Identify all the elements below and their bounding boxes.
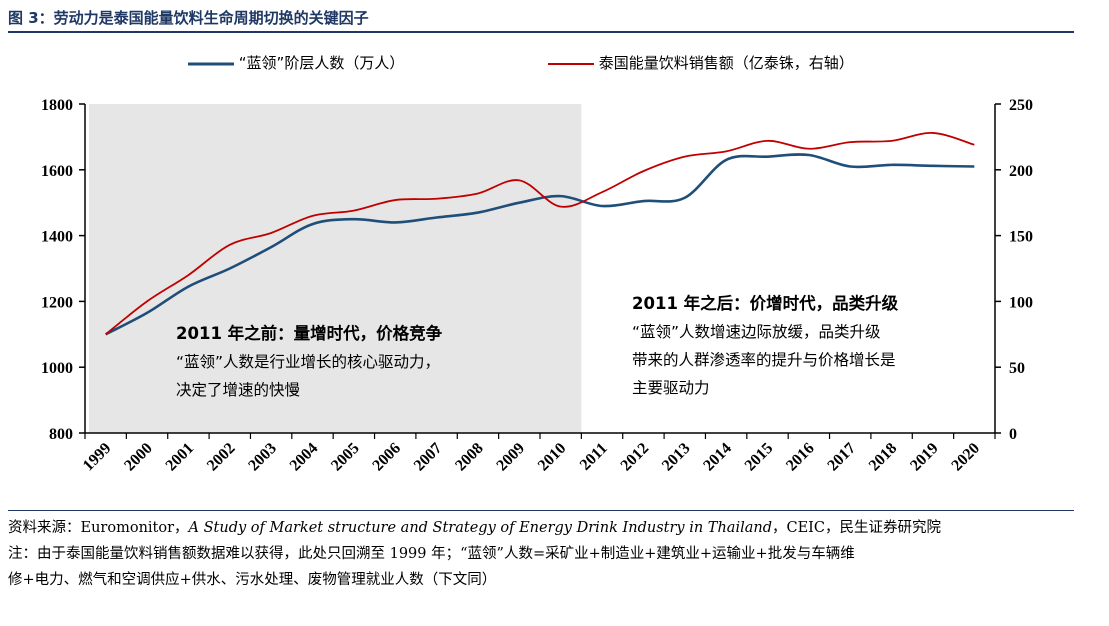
x-tick-label: 2014 xyxy=(700,440,735,475)
x-tick-label: 2015 xyxy=(742,440,777,475)
shaded-region-pre-2011 xyxy=(89,104,582,433)
y-left-tick-label: 800 xyxy=(49,426,73,443)
note-line-2: 修+电力、燃气和空调供应+供水、污水处理、废物管理就业人数（下文同） xyxy=(8,572,497,588)
figure-title: 图 3：劳动力是泰国能量饮料生命周期切换的关键因子 xyxy=(8,9,369,27)
y-right-tick-label: 0 xyxy=(1009,426,1017,443)
annotation-post-2011-line2: 带来的人群渗透率的提升与价格增长是 xyxy=(632,351,896,369)
y-right-tick-label: 100 xyxy=(1009,294,1033,311)
y-left-tick-label: 1200 xyxy=(41,294,73,311)
x-tick-label: 2011 xyxy=(577,440,611,474)
x-tick-label: 1999 xyxy=(80,440,115,475)
legend-label-sales: 泰国能量饮料销售额（亿泰铢，右轴） xyxy=(598,54,854,72)
y-left-tick-label: 1600 xyxy=(41,163,73,180)
x-tick-label: 2018 xyxy=(866,440,901,475)
y-left-tick-label: 1800 xyxy=(41,97,73,114)
x-tick-label: 2019 xyxy=(907,440,942,475)
x-tick-label: 2012 xyxy=(618,440,653,475)
annotation-post-2011-line3: 主要驱动力 xyxy=(632,379,710,397)
notes-rule xyxy=(8,510,1074,511)
x-tick-label: 2001 xyxy=(163,440,198,475)
y-right-tick-label: 250 xyxy=(1009,97,1033,114)
source-prefix: 资料来源：Euromonitor， xyxy=(8,520,189,536)
x-tick-label: 2009 xyxy=(493,440,528,475)
annotation-pre-2011: 2011 年之前：量增时代，价格竞争 “蓝领”人数是行业增长的核心驱动力， 决定… xyxy=(176,320,442,404)
y-right-tick-label: 150 xyxy=(1009,229,1033,246)
annotation-pre-2011-title: 2011 年之前：量增时代，价格竞争 xyxy=(176,324,443,343)
source-line: 资料来源：Euromonitor，A Study of Market struc… xyxy=(8,515,1088,541)
y-left-tick-label: 1000 xyxy=(41,360,73,377)
x-tick-label: 2000 xyxy=(121,440,156,475)
legend-line-red xyxy=(548,62,594,65)
annotation-pre-2011-line1: “蓝领”人数是行业增长的核心驱动力， xyxy=(176,353,441,371)
y-right-tick-label: 50 xyxy=(1009,360,1025,377)
x-tick-label: 2013 xyxy=(659,440,694,475)
x-tick-label: 2002 xyxy=(204,440,239,475)
legend-label-blue-collar: “蓝领”阶层人数（万人） xyxy=(238,54,405,72)
title-rule xyxy=(8,31,1074,33)
legend-line-blue xyxy=(188,62,234,65)
legend-item-blue-collar: “蓝领”阶层人数（万人） xyxy=(188,52,404,73)
series-line-blue-collar xyxy=(105,153,975,336)
x-tick-label: 2016 xyxy=(783,440,818,475)
note-line-1: 注：由于泰国能量饮料销售额数据难以获得，此处只回溯至 1999 年；“蓝领”人数… xyxy=(8,546,855,562)
legend-item-sales: 泰国能量饮料销售额（亿泰铢，右轴） xyxy=(548,52,854,73)
x-tick-label: 2007 xyxy=(411,440,446,475)
x-tick-label: 2003 xyxy=(245,440,280,475)
annotation-pre-2011-line2: 决定了增速的快慢 xyxy=(176,381,301,399)
annotation-post-2011-title: 2011 年之后：价增时代，品类升级 xyxy=(632,294,899,313)
source-suffix: ，CEIC，民生证券研究院 xyxy=(772,520,942,536)
y-right-tick-label: 200 xyxy=(1009,163,1033,180)
annotation-post-2011-line1: “蓝领”人数增速边际放缓，品类升级 xyxy=(632,323,881,341)
x-tick-label: 2006 xyxy=(369,440,404,475)
figure-notes: 资料来源：Euromonitor，A Study of Market struc… xyxy=(8,515,1088,593)
x-tick-label: 2008 xyxy=(452,440,487,475)
series-line-sales xyxy=(105,132,975,336)
x-tick-label: 2004 xyxy=(287,440,322,475)
x-tick-label: 2010 xyxy=(535,440,570,475)
x-tick-label: 2017 xyxy=(824,440,859,475)
source-title: A Study of Market structure and Strategy… xyxy=(188,520,772,536)
y-left-tick-label: 1400 xyxy=(41,229,73,246)
x-tick-label: 2005 xyxy=(328,440,363,475)
annotation-post-2011: 2011 年之后：价增时代，品类升级 “蓝领”人数增速边际放缓，品类升级 带来的… xyxy=(632,290,898,402)
x-tick-label: 2020 xyxy=(948,440,983,475)
